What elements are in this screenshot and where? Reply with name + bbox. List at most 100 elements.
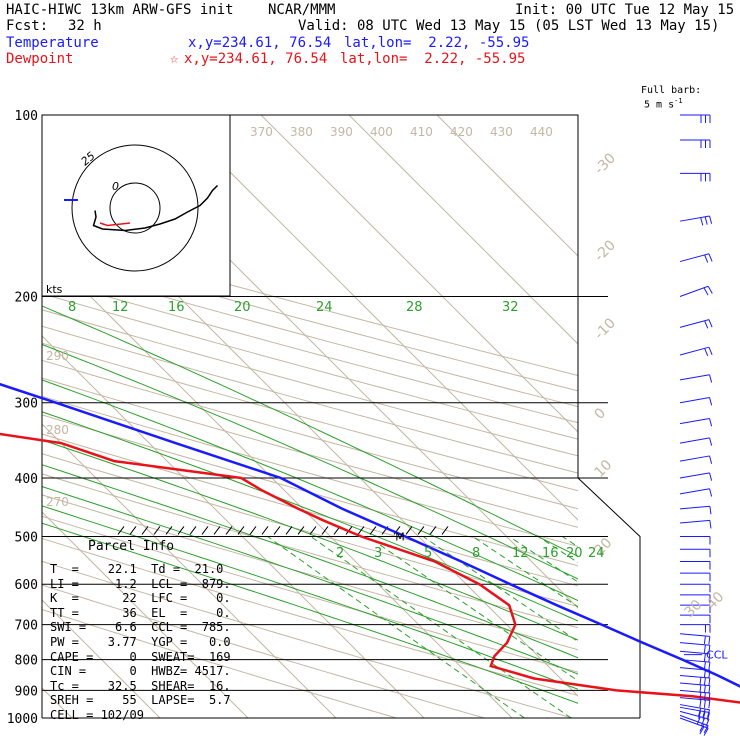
dry-adiabat xyxy=(42,608,397,718)
mixing-ratio-line xyxy=(472,536,578,608)
isotherm-line xyxy=(260,115,578,433)
barb-flag xyxy=(709,397,713,406)
isotherm-tick-label: 0 xyxy=(592,405,610,423)
barb-flag xyxy=(709,472,713,481)
wind-barb xyxy=(679,488,713,497)
mixing-ratio-line xyxy=(267,536,525,718)
dry-adiabat xyxy=(42,246,578,392)
barb-flag xyxy=(699,684,702,693)
hatch-mark xyxy=(201,526,209,535)
hodograph-trace xyxy=(92,184,219,232)
parcel-info-row: CAPE = 0 SWEAT= 169 xyxy=(50,649,231,664)
parcel-info-title: Parcel Info xyxy=(88,539,175,554)
ccl-label: CCL xyxy=(706,649,728,662)
wind-barb xyxy=(679,253,713,263)
barb-shaft xyxy=(679,455,710,462)
dewpoint-legend: Dewpoint xyxy=(6,51,74,67)
barb-flag xyxy=(708,319,713,328)
barb-flag xyxy=(709,488,713,497)
wind-barb xyxy=(679,704,711,718)
barb-flag xyxy=(708,253,713,262)
barb-flag xyxy=(709,437,713,446)
wind-barb xyxy=(679,437,713,446)
barb-flag xyxy=(708,685,711,694)
wind-barb xyxy=(679,455,713,464)
barb-flag xyxy=(699,692,702,701)
mixing-ratio-line xyxy=(367,536,578,682)
wind-barb xyxy=(679,642,711,654)
dry-adiabat xyxy=(42,537,578,697)
barb-legend-title: Full barb: xyxy=(641,85,702,96)
isotherm-tick-label: -10 xyxy=(592,315,619,342)
theta-tick-label: 270 xyxy=(46,495,69,509)
valid-time: Valid: 08 UTC Wed 13 May 15 (05 LST Wed … xyxy=(298,18,720,34)
barb-flag xyxy=(703,653,706,662)
wind-barbs xyxy=(679,114,713,736)
isotherm-line xyxy=(436,115,578,257)
barb-flag xyxy=(699,677,702,686)
barb-flag xyxy=(706,709,711,718)
hatch-mark xyxy=(297,526,305,535)
hodo-ring-outer xyxy=(71,144,199,272)
isotherm-line xyxy=(42,423,337,718)
theta-tick-label: 420 xyxy=(450,125,473,139)
wind-barb xyxy=(680,139,711,148)
dry-adiabat xyxy=(42,277,578,424)
hatch-mark xyxy=(225,526,233,535)
hatch-mark xyxy=(273,526,281,535)
barb-flag xyxy=(709,520,712,529)
star-icon: ☆ xyxy=(170,51,179,67)
barb-shaft xyxy=(679,319,710,328)
dry-adiabat xyxy=(42,232,578,376)
wind-barb xyxy=(679,519,712,529)
hodograph-red-trace xyxy=(99,222,131,227)
barb-flag xyxy=(703,287,709,296)
barb-shaft xyxy=(679,674,710,679)
mixing-ratio-label: 8 xyxy=(68,300,76,315)
parcel-info-row: LI = 1.2 LCL = 879. xyxy=(50,576,231,591)
barb-flag xyxy=(703,644,706,653)
dry-adiabat xyxy=(42,453,578,608)
theta-tick-label: 410 xyxy=(410,125,433,139)
pressure-tick-label: 1000 xyxy=(7,712,38,727)
barb-flag xyxy=(708,670,711,679)
isotherm-tick-label: -20 xyxy=(592,237,619,264)
barb-flag xyxy=(709,215,713,224)
wind-barb xyxy=(680,583,711,593)
barb-shaft xyxy=(679,519,710,524)
barb-flag xyxy=(702,708,706,717)
pressure-tick-label: 500 xyxy=(15,530,38,545)
barb-flag xyxy=(708,636,711,645)
parcel-info-row: TT = 36 EL = 0. xyxy=(50,605,231,620)
barb-flag xyxy=(699,723,705,732)
init-time: Init: 00 UTC Tue 12 May 15 xyxy=(515,2,735,18)
wind-barb xyxy=(680,560,711,570)
wind-barb xyxy=(679,710,710,727)
isotherm-line xyxy=(42,599,161,718)
isotherm-tick-label: -30 xyxy=(592,150,619,177)
dry-adiabat xyxy=(42,293,578,440)
hatch-mark xyxy=(405,526,413,535)
temperature-xy: x,y=234.61, 76.54 xyxy=(188,35,332,51)
theta-tick-label: 440 xyxy=(530,125,553,139)
hatch-mark xyxy=(153,526,161,535)
barb-flag xyxy=(709,506,712,515)
barb-flag xyxy=(698,710,702,719)
barb-flag xyxy=(703,635,706,645)
hatch-mark xyxy=(117,526,125,535)
barb-flag xyxy=(708,347,713,355)
wind-barb xyxy=(679,472,713,481)
mixing-ratio-label: 3 xyxy=(374,546,382,561)
barb-flag xyxy=(696,716,701,725)
wind-barb xyxy=(680,535,711,545)
hodo-ring-label: 0 xyxy=(112,180,119,193)
mixing-ratio-label: 24 xyxy=(588,546,605,561)
hatch-mark xyxy=(249,526,257,535)
barb-flag xyxy=(703,677,706,686)
model-label: NCAR/MMM xyxy=(268,2,336,18)
barb-flag xyxy=(709,374,713,383)
sounding-profiles: CCLLCLM xyxy=(0,382,740,704)
hatch-mark xyxy=(441,526,449,535)
hatch-mark xyxy=(213,526,221,535)
